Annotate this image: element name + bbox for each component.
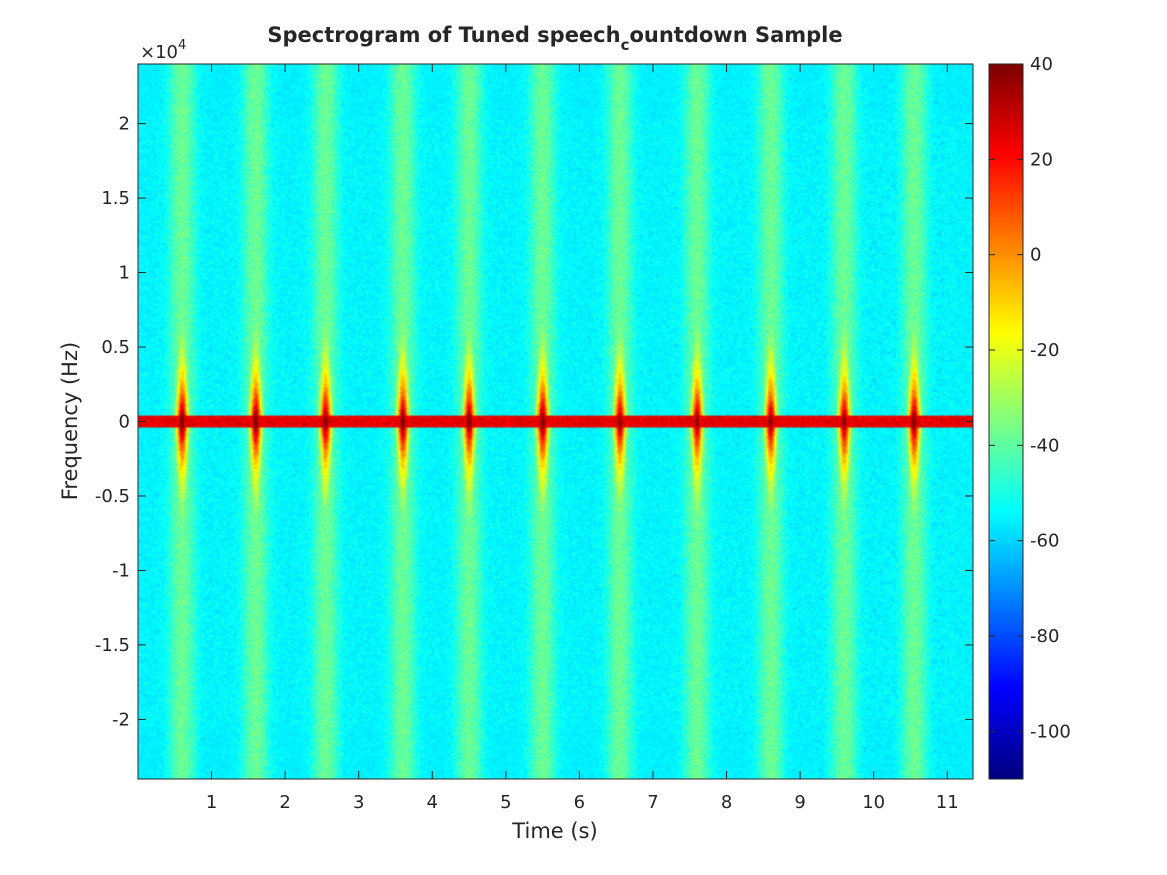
colorbar-ticks: 40 20 0 -20 -40 -60 -80 -100 (989, 54, 1071, 742)
x-axis-label: Time (s) (511, 819, 597, 843)
x-tick-label: 8 (721, 792, 732, 813)
colorbar-tick-label: -20 (1030, 340, 1059, 361)
y-tick-label: 2 (119, 114, 130, 135)
x-tick-label: 3 (353, 792, 364, 813)
colorbar-gradient (989, 64, 1023, 779)
spectrogram-plot (138, 64, 973, 779)
y-axis-ticks: 2 1.5 1 0.5 0 -0.5 -1 -1.5 -2 (95, 114, 973, 730)
colorbar-tick-label: 20 (1030, 149, 1053, 170)
colorbar: 40 20 0 -20 -40 -60 -80 -100 (988, 54, 1071, 780)
y-tick-label: 1 (119, 263, 130, 284)
y-tick-label: -1 (112, 560, 130, 581)
x-tick-label: 5 (500, 792, 511, 813)
colorbar-tick-label: -100 (1030, 721, 1071, 742)
x-tick-label: 9 (794, 792, 805, 813)
y-axis-exponent: ×104 (140, 38, 186, 63)
colorbar-box (988, 63, 1024, 780)
x-tick-label: 1 (206, 792, 217, 813)
x-tick-label: 11 (936, 792, 959, 813)
y-axis-label: Frequency (Hz) (58, 342, 82, 500)
x-tick-label: 4 (427, 792, 438, 813)
y-tick-label: 0 (119, 412, 130, 433)
x-tick-label: 10 (862, 792, 885, 813)
colorbar-tick-label: -60 (1030, 531, 1059, 552)
y-tick-label: -0.5 (95, 486, 130, 507)
colorbar-tick-label: -80 (1030, 626, 1059, 647)
x-axis-ticks: 1 2 3 4 5 6 7 8 9 10 11 (206, 64, 959, 813)
x-tick-label: 2 (279, 792, 290, 813)
x-tick-label: 6 (574, 792, 585, 813)
y-tick-label: 0.5 (101, 337, 130, 358)
colorbar-tick-label: 0 (1030, 245, 1041, 266)
x-tick-label: 7 (647, 792, 658, 813)
colorbar-tick-label: -40 (1030, 435, 1059, 456)
y-tick-label: 1.5 (101, 188, 130, 209)
y-tick-label: -2 (112, 709, 130, 730)
colorbar-tick-label: 40 (1030, 54, 1053, 75)
chart-title: Spectrogram of Tuned speechcountdown Sam… (267, 23, 842, 54)
spectrogram-image (138, 64, 973, 779)
y-tick-label: -1.5 (95, 635, 130, 656)
